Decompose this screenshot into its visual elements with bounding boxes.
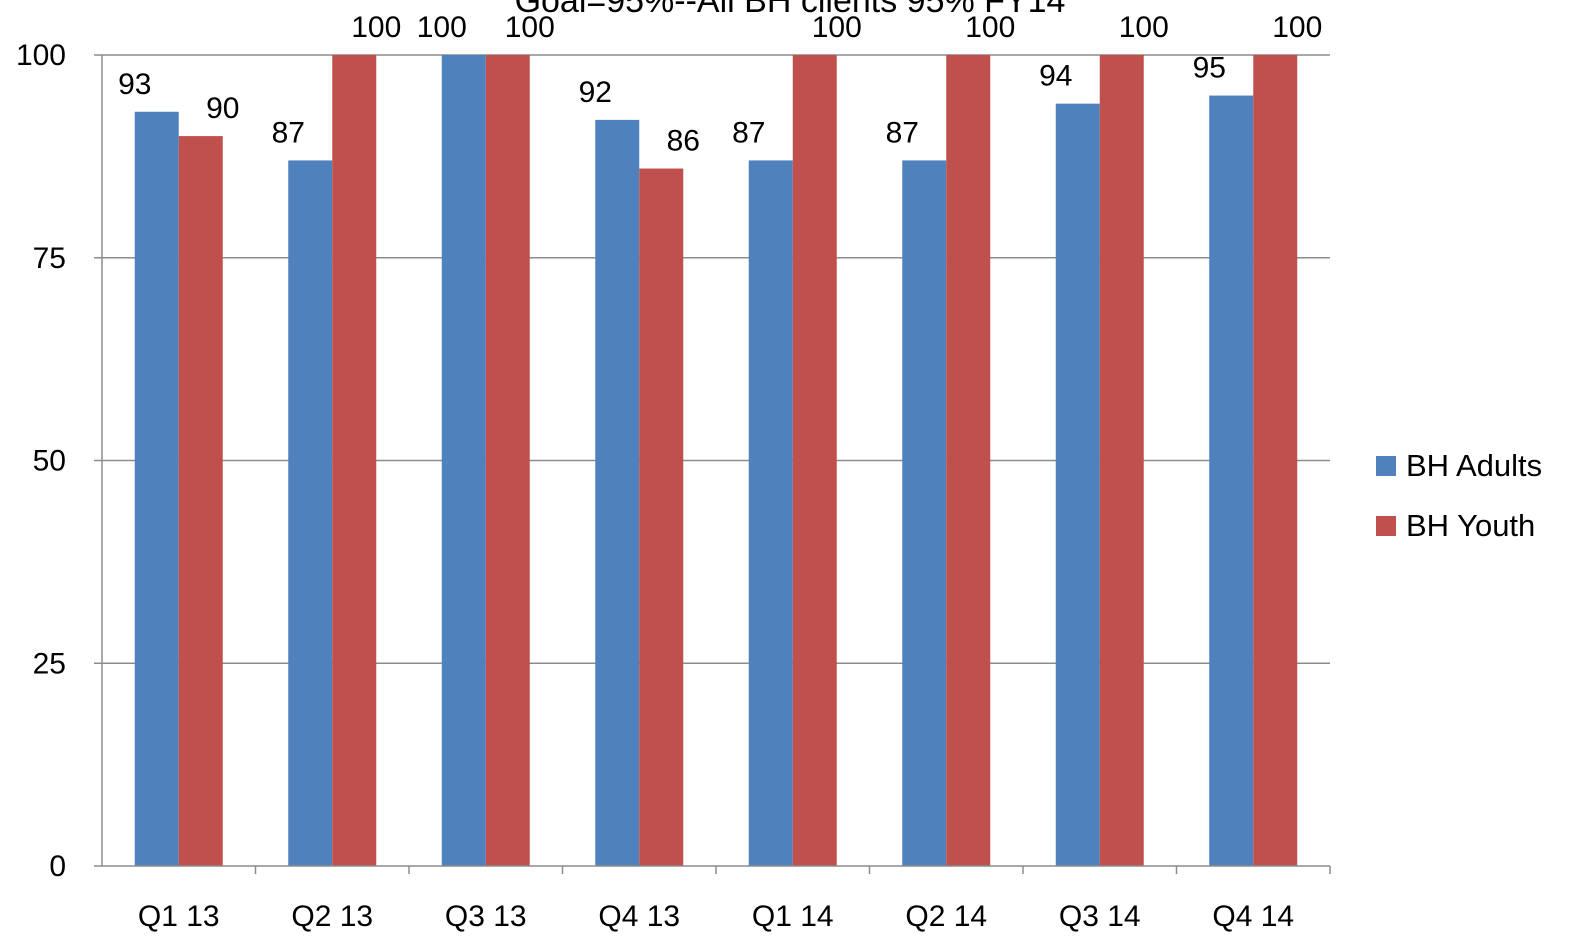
axes: 0 25 50 75 100 Q1 13 Q2 13 Q3 13 Q4 13 Q1 14 Q2 14… bbox=[16, 39, 1331, 933]
y-tick-label-50: 50 bbox=[33, 445, 66, 478]
legend-label-bh-youth: BH Youth bbox=[1406, 508, 1536, 543]
x-tick-label-q3-14: Q3 14 bbox=[1059, 900, 1141, 933]
bar-bh-adults-q3-13 bbox=[441, 55, 486, 866]
bar-bh-youth-q2-13 bbox=[332, 55, 377, 866]
y-tick-label-100: 100 bbox=[16, 39, 66, 72]
bar-bh-youth-q4-13 bbox=[639, 168, 684, 867]
bar-bh-youth-q3-14 bbox=[1099, 55, 1144, 866]
data-label-bh-adults-q2-14: 87 bbox=[886, 116, 919, 149]
bar-bh-adults-q3-14 bbox=[1055, 103, 1100, 866]
legend-swatch-bh-adults bbox=[1376, 456, 1396, 476]
data-label-bh-youth-q4-14: 100 bbox=[1272, 11, 1322, 44]
data-labels: 93 90 87 100 100 100 92 86 87 100 87 100 94 100 95 100 bbox=[118, 11, 1322, 158]
x-tick-label-q4-13: Q4 13 bbox=[598, 900, 680, 933]
bar-bh-adults-q2-13 bbox=[288, 160, 333, 866]
x-tick-label-q1-14: Q1 14 bbox=[752, 900, 834, 933]
data-label-bh-youth-q2-13: 100 bbox=[351, 11, 401, 44]
data-label-bh-youth-q1-13: 90 bbox=[206, 92, 239, 125]
x-tick-label-q4-14: Q4 14 bbox=[1212, 900, 1294, 933]
data-label-bh-adults-q3-13: 100 bbox=[417, 11, 467, 44]
x-tick-label-q2-13: Q2 13 bbox=[291, 900, 373, 933]
y-tick-label-0: 0 bbox=[49, 850, 66, 883]
x-tick-label-q2-14: Q2 14 bbox=[905, 900, 987, 933]
bar-bh-youth-q1-13 bbox=[178, 136, 223, 867]
bar-bh-adults-q4-13 bbox=[595, 119, 640, 866]
legend-swatch-bh-youth bbox=[1376, 516, 1396, 536]
data-label-bh-youth-q4-13: 86 bbox=[667, 125, 700, 158]
chart-title: Goal=95%--All BH clients 95% FY14 bbox=[515, 0, 1066, 20]
legend: BH Adults BH Youth bbox=[1376, 436, 1542, 556]
bar-bh-youth-q1-14 bbox=[792, 55, 837, 866]
y-tick-label-75: 75 bbox=[33, 242, 66, 275]
bar-bh-youth-q4-14 bbox=[1253, 55, 1298, 866]
bar-bh-adults-q4-14 bbox=[1209, 95, 1254, 867]
data-label-bh-youth-q3-14: 100 bbox=[1119, 11, 1169, 44]
y-tick-label-25: 25 bbox=[33, 647, 66, 680]
data-label-bh-adults-q4-14: 95 bbox=[1193, 52, 1226, 85]
chart-title-layer: Goal=95%--All BH clients 95% FY14 bbox=[515, 0, 1066, 20]
data-label-bh-adults-q3-14: 94 bbox=[1039, 60, 1072, 93]
data-label-bh-youth-q1-14: 100 bbox=[812, 11, 862, 44]
data-label-bh-adults-q1-13: 93 bbox=[118, 68, 151, 101]
bar-bh-youth-q3-13 bbox=[485, 55, 530, 866]
data-label-bh-youth-q2-14: 100 bbox=[965, 11, 1015, 44]
bars bbox=[134, 55, 1298, 867]
data-label-bh-adults-q2-13: 87 bbox=[272, 116, 305, 149]
bar-bh-youth-q2-14 bbox=[946, 55, 991, 866]
legend-label-bh-adults: BH Adults bbox=[1406, 448, 1543, 483]
bar-bh-adults-q1-14 bbox=[748, 160, 793, 866]
data-label-bh-adults-q1-14: 87 bbox=[732, 116, 765, 149]
bar-bh-adults-q2-14 bbox=[902, 160, 947, 866]
bar-bh-adults-q1-13 bbox=[134, 111, 179, 866]
legend-item-bh-youth: BH Youth bbox=[1376, 496, 1542, 556]
x-tick-label-q1-13: Q1 13 bbox=[138, 900, 220, 933]
x-tick-label-q3-13: Q3 13 bbox=[445, 900, 527, 933]
data-label-bh-youth-q3-13: 100 bbox=[505, 11, 555, 44]
legend-item-bh-adults: BH Adults bbox=[1376, 436, 1542, 496]
data-label-bh-adults-q4-13: 92 bbox=[579, 76, 612, 109]
